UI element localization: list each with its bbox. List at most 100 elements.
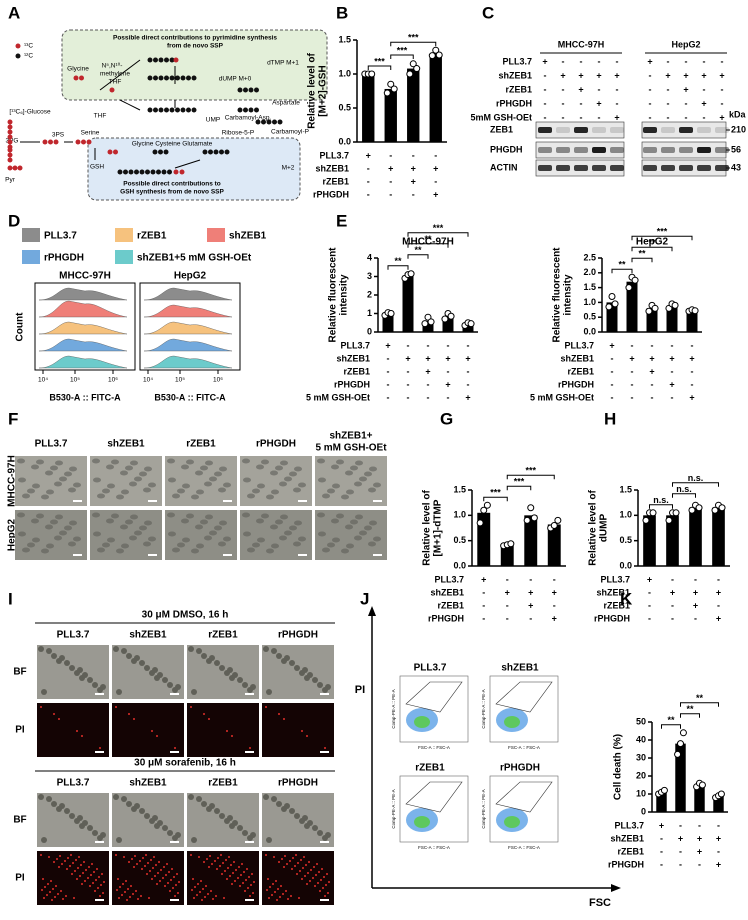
data-point — [421, 320, 429, 328]
significance-label: ** — [638, 249, 646, 259]
pi-spot — [208, 718, 210, 720]
pi-spot — [225, 859, 227, 861]
pi-spot — [204, 896, 206, 898]
pi-spot — [60, 890, 62, 892]
significance-bracket — [506, 485, 532, 491]
cell — [250, 684, 256, 690]
plot-title: rPHGDH — [500, 763, 540, 774]
data-point — [432, 46, 440, 54]
scale-bar — [245, 751, 254, 753]
condition-sign: - — [387, 353, 390, 363]
blot-band — [715, 127, 729, 133]
pi-spot — [211, 863, 213, 865]
y-tick-label: 20 — [636, 770, 646, 780]
cell — [168, 477, 176, 483]
bar — [689, 507, 702, 566]
cell — [92, 682, 98, 688]
pi-spot — [115, 854, 117, 856]
plot-x-label: FSC-A :: FSC-A — [418, 845, 450, 850]
blot-band — [697, 147, 711, 153]
pi-spot — [82, 872, 84, 874]
pi-spot — [290, 895, 292, 897]
pi-spot — [175, 884, 177, 886]
cell — [18, 531, 26, 537]
significance-label: *** — [490, 488, 501, 498]
pi-spot — [40, 854, 42, 856]
condition-sign: - — [447, 366, 450, 376]
pi-spot — [283, 718, 285, 720]
pi-spot — [58, 866, 60, 868]
carbon — [202, 149, 208, 155]
condition-sign: - — [553, 574, 556, 584]
panel-letter: C — [482, 3, 494, 22]
cell — [46, 489, 54, 495]
carbon — [147, 57, 153, 63]
cell — [126, 653, 132, 659]
condition-sign: + — [433, 163, 438, 173]
cell — [284, 655, 290, 661]
condition-sign: - — [553, 600, 556, 610]
cell — [247, 547, 255, 553]
histogram — [143, 287, 233, 301]
pi-spot — [271, 894, 273, 896]
blot-band — [643, 165, 657, 171]
pi-spot — [324, 747, 326, 749]
cell — [302, 667, 308, 673]
pi-spot — [170, 879, 172, 881]
condition-sign: - — [717, 846, 720, 856]
cell — [188, 646, 194, 652]
pi-spot — [221, 873, 223, 875]
condition-label: shZEB1 — [430, 587, 464, 597]
condition-sign: - — [611, 379, 614, 389]
pi-spot — [75, 859, 77, 861]
condition-label: shZEB1 — [336, 353, 370, 363]
pi-spot — [216, 868, 218, 870]
pathway-label: Serine — [81, 130, 100, 137]
x-tick-label: 10⁶ — [108, 377, 118, 384]
legend-dot — [15, 53, 21, 59]
legend-swatch — [115, 250, 133, 264]
pi-spot — [326, 873, 328, 875]
cell — [307, 672, 313, 678]
carbon — [147, 75, 153, 81]
pi-spot — [52, 888, 54, 890]
dot-plot — [399, 775, 469, 843]
pi-spot — [246, 868, 248, 870]
pi-spot — [129, 896, 131, 898]
condition-sign: + — [481, 574, 486, 584]
pi-spot — [91, 863, 93, 865]
blot-band — [610, 165, 624, 171]
pi-spot — [301, 730, 303, 732]
carbon — [158, 57, 164, 63]
condition-sign: - — [544, 70, 547, 80]
pi-spot — [303, 856, 305, 858]
condition-sign: + — [649, 353, 654, 363]
cell — [252, 542, 260, 548]
histogram — [38, 300, 128, 318]
condition-label: 5 mM GSH-OEt — [530, 392, 594, 402]
pi-spot — [99, 895, 101, 897]
pi-spot — [76, 878, 78, 880]
pathway-label: GSH synthesis from de novo SSP — [120, 189, 224, 196]
bar — [422, 320, 434, 332]
condition-sign: - — [407, 392, 410, 402]
cell — [276, 653, 282, 659]
cell — [50, 519, 58, 525]
carbon — [7, 129, 13, 135]
y-axis-label: PI — [355, 684, 365, 696]
legend-label: ¹³C — [24, 43, 33, 50]
pathway-label: THF — [109, 79, 122, 86]
bar — [462, 323, 474, 332]
pi-spot — [231, 735, 233, 737]
panel-letter: F — [8, 409, 18, 428]
carbon — [79, 75, 84, 81]
cell — [373, 482, 381, 488]
cell — [195, 524, 203, 530]
significance-bracket — [661, 724, 681, 729]
y-tick-label: 2.0 — [583, 267, 596, 277]
cell — [191, 689, 197, 695]
condition-sign: + — [697, 846, 702, 856]
cell — [41, 689, 47, 695]
micrograph — [187, 703, 259, 757]
pathway-label: dUMP M+0 — [219, 76, 252, 83]
